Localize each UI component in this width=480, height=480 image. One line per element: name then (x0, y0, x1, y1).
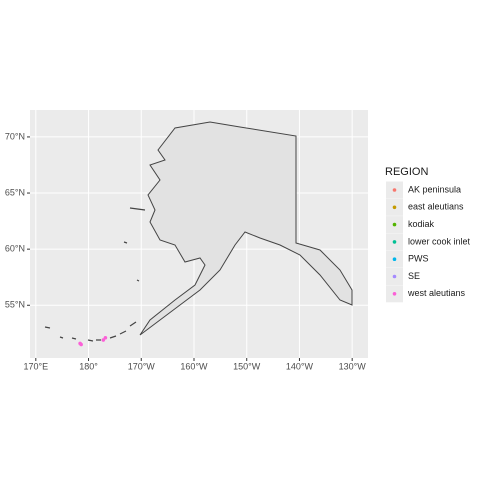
legend-swatch (392, 274, 397, 279)
legend-swatch (392, 205, 397, 210)
x-tick-label: 160°W (180, 361, 208, 371)
x-tick-label: 170°W (128, 361, 156, 371)
legend-label: PWS (408, 254, 429, 264)
y-tick-label: 65°N (5, 187, 25, 197)
legend-label: SE (408, 271, 420, 281)
alaska-outline (139, 121, 353, 336)
y-tick-label: 55°N (5, 300, 25, 310)
x-tick-label: 150°W (233, 361, 261, 371)
y-tick-label: 70°N (5, 131, 25, 141)
legend-swatch (392, 257, 397, 262)
legend-label: lower cook inlet (408, 236, 471, 246)
point (101, 338, 106, 342)
legend-swatch (392, 188, 397, 192)
legend-swatch (392, 222, 397, 227)
legend-label: east aleutians (408, 202, 464, 212)
legend-swatch (392, 292, 397, 296)
legend-label: AK peninsula (408, 184, 461, 194)
point (79, 342, 83, 347)
aleutian-islands (44, 207, 146, 342)
legend-swatch (392, 240, 397, 244)
x-tick-label: 180° (79, 361, 98, 371)
point (103, 336, 108, 340)
legend-label: kodiak (408, 219, 435, 229)
legend-label: west aleutians (407, 288, 466, 298)
x-tick-label: 130°W (339, 361, 367, 371)
y-tick-label: 60°N (5, 244, 25, 254)
x-tick-label: 140°W (286, 361, 314, 371)
x-tick-label: 170°E (23, 361, 48, 371)
legend-title: REGION (385, 166, 428, 178)
